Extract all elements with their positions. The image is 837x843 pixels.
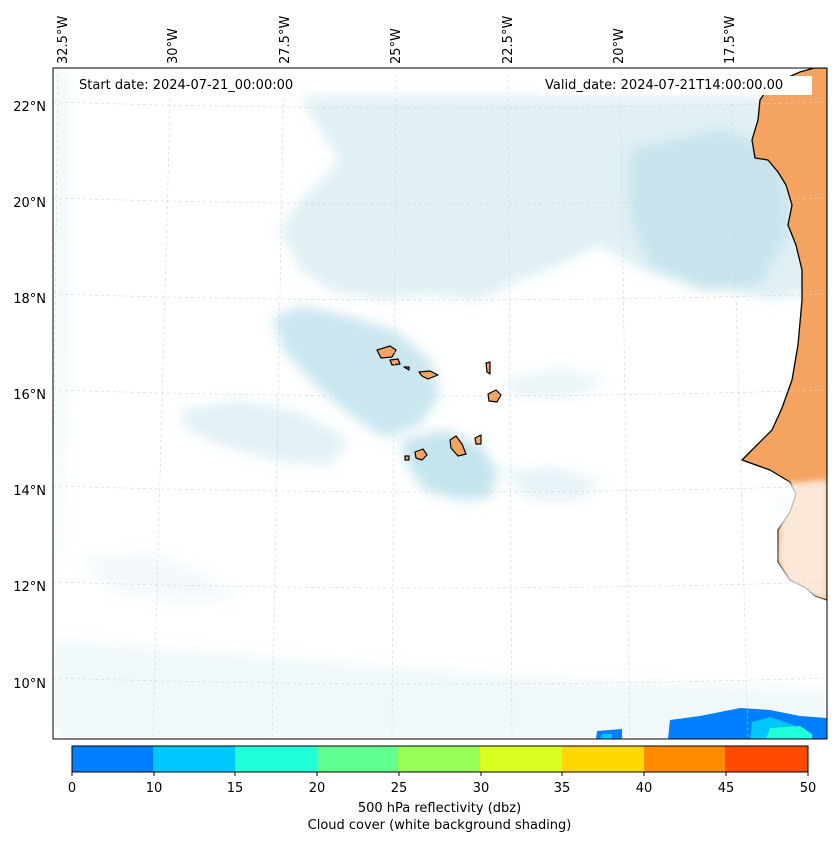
colorbar-tick-label: 50 — [799, 781, 817, 796]
meridian-line — [507, 68, 513, 739]
cloud-cape-verde-south — [400, 430, 498, 500]
colorbar-tick-label: 45 — [717, 781, 735, 796]
parallel-line — [53, 677, 827, 685]
parallel-line — [53, 581, 827, 589]
meridian-line — [619, 68, 631, 739]
lon-label: 27.5°W — [278, 16, 293, 64]
lat-label: 14°N — [13, 484, 46, 499]
meridian-line — [391, 68, 397, 739]
colorbar-tick-label: 40 — [635, 781, 653, 796]
cloud-east-streak — [500, 468, 600, 500]
lat-label: 22°N — [13, 100, 46, 115]
parallel-line — [53, 293, 827, 301]
colorbar-segment — [562, 746, 645, 772]
colorbar-segment — [235, 746, 318, 772]
lon-label: 32.5°W — [56, 16, 71, 64]
cloud-west-streak — [180, 400, 350, 465]
lat-label: 10°N — [13, 677, 46, 692]
island-brava — [404, 455, 410, 461]
cloud-south-haze — [53, 640, 827, 739]
cloud-west-edge — [53, 68, 72, 560]
colorbar-label: 500 hPa reflectivity (dbz) — [357, 801, 522, 816]
cape-verde-islands — [376, 345, 502, 461]
lon-label: 20°W — [612, 28, 627, 64]
lat-label: 12°N — [13, 580, 46, 595]
island-santo-antao — [376, 345, 397, 359]
colorbar-tick-label: 15 — [226, 781, 244, 796]
colorbar-tick-label: 10 — [145, 781, 163, 796]
island-maio — [474, 434, 482, 445]
parallel-line — [53, 389, 827, 397]
lat-label: 18°N — [13, 292, 46, 307]
meridian-line — [152, 68, 172, 739]
colorbar — [71, 745, 809, 776]
valid-date-label: Valid_date: 2024-07-21T14:00:00.00 — [540, 76, 812, 95]
colorbar-segment — [153, 746, 236, 772]
colorbar-segment — [317, 746, 399, 772]
lat-label: 16°N — [13, 388, 46, 403]
island-boa-vista — [487, 389, 502, 403]
colorbar-segment — [398, 746, 481, 772]
lon-label: 17.5°W — [723, 16, 738, 64]
cloud-scattered — [80, 552, 240, 602]
colorbar-segment — [72, 746, 154, 772]
cloud-cape-verde-west — [272, 306, 440, 438]
start-date-label: Start date: 2024-07-21_00:00:00 — [73, 76, 300, 95]
colorbar-frame — [71, 745, 809, 773]
colorbar-tick-marks — [71, 772, 809, 776]
parallel-line — [53, 485, 827, 493]
colorbar-tick-label: 25 — [390, 781, 408, 796]
cloud-northeast — [630, 130, 790, 290]
island-sao-vicente — [389, 358, 401, 366]
parallel-line — [53, 197, 827, 205]
colorbar-tick-label: 20 — [308, 781, 326, 796]
cloud-mid-streak — [500, 368, 610, 398]
colorbar-sublabel: Cloud cover (white background shading) — [307, 818, 572, 833]
reflectivity-15-20 — [766, 726, 812, 739]
meridian-line — [729, 68, 749, 739]
island-sal — [485, 361, 491, 375]
colorbar-tick-label: 30 — [472, 781, 490, 796]
island-santiago — [449, 435, 467, 457]
lon-label: 22.5°W — [501, 16, 516, 64]
land-whitening — [778, 480, 827, 600]
lat-label: 20°N — [13, 196, 46, 211]
graticule — [53, 68, 827, 739]
colorbar-tick-label: 0 — [67, 781, 77, 796]
island-fogo — [414, 448, 428, 461]
latitude-labels: 22°N 20°N 18°N 16°N 14°N 12°N 10°N — [13, 100, 46, 692]
cloud-cover-layer — [53, 68, 827, 739]
reflectivity-10-15-small — [600, 734, 612, 739]
longitude-labels: 32.5°W 30°W 27.5°W 25°W 22.5°W 20°W 17.5… — [56, 16, 738, 64]
map-frame — [52, 67, 828, 740]
island-santa-luzia — [403, 366, 410, 371]
lon-label: 30°W — [166, 28, 181, 64]
africa-land — [741, 68, 827, 601]
parallel-line — [53, 101, 827, 109]
meridian-line — [271, 68, 285, 739]
colorbar-segment — [725, 746, 808, 772]
map-area[interactable] — [50, 68, 827, 739]
colorbar-tick-label: 35 — [553, 781, 571, 796]
lon-label: 25°W — [389, 28, 404, 64]
colorbar-segment — [480, 746, 563, 772]
island-sao-nicolau — [418, 370, 439, 380]
colorbar-segment — [644, 746, 726, 772]
